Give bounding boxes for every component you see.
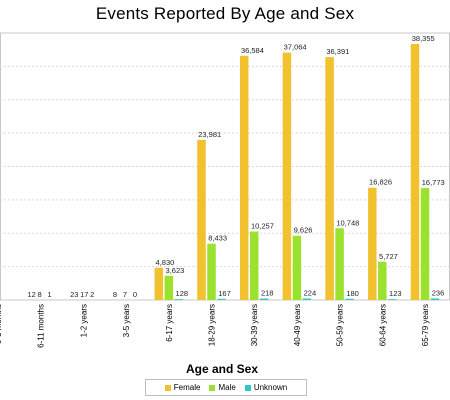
bar-female [239, 55, 249, 300]
bar-unknown [388, 299, 397, 300]
legend-item-unknown[interactable]: Unknown [244, 383, 288, 392]
x-tick-label: 1-2 years [79, 304, 88, 337]
data-label: 3,623 [166, 266, 185, 275]
data-label: 23 [70, 290, 78, 299]
data-label: 218 [261, 289, 274, 298]
legend-swatch-female [164, 384, 171, 391]
x-tick-label: 6-17 years [165, 304, 174, 342]
data-label: 7 [123, 290, 127, 299]
bar-unknown [217, 298, 226, 300]
x-tick-label: 3-5 years [122, 304, 131, 337]
x-tick-label: 30-39 years [250, 304, 259, 346]
x-tick-label: 6-11 months [37, 304, 46, 348]
data-label: 8,433 [208, 234, 227, 243]
x-tick-label: 50-59 years [336, 304, 345, 346]
data-label: 8 [37, 290, 41, 299]
data-label: 167 [218, 289, 231, 298]
data-label: 236 [432, 288, 445, 297]
data-label: 128 [176, 289, 189, 298]
data-label: 10,748 [336, 218, 359, 227]
bar-unknown [430, 298, 440, 300]
bar-male [335, 228, 344, 300]
data-label: 16,826 [369, 178, 392, 187]
bar-male [207, 243, 216, 300]
bar-unknown [174, 299, 184, 300]
bar-female [410, 43, 420, 300]
legend-label-female: Female [173, 383, 201, 392]
data-label: 10,257 [251, 222, 274, 231]
bar-male [420, 188, 430, 300]
x-tick-label: 18-29 years [208, 304, 217, 346]
bar-female [282, 52, 292, 300]
legend-label-unknown: Unknown [253, 383, 288, 392]
data-label: 4,830 [156, 258, 175, 267]
data-label: 5,727 [379, 252, 398, 261]
bar-female [368, 187, 377, 300]
bar-male [249, 231, 259, 300]
x-tick-label: 40-49 years [293, 304, 302, 346]
x-tick-label: 0-5 months [0, 304, 3, 344]
legend: Female Male Unknown [145, 379, 307, 396]
data-label: 0 [133, 290, 137, 299]
bar-unknown [302, 298, 312, 300]
legend-swatch-male [209, 384, 216, 391]
legend-label-male: Male [218, 383, 236, 392]
bar-female [325, 57, 334, 301]
bar-female [154, 267, 164, 300]
data-label: 23,981 [198, 130, 221, 139]
data-label: 9,626 [294, 226, 313, 235]
data-label: 17 [80, 290, 88, 299]
data-label: 123 [389, 289, 402, 298]
data-label: 12 [27, 290, 35, 299]
x-tick-label: 65-79 years [421, 304, 430, 346]
data-label: 180 [346, 289, 359, 298]
chart-title: Events Reported By Age and Sex [95, 4, 355, 23]
data-label: 224 [304, 289, 317, 298]
x-tick-label: 60-64 years [378, 304, 387, 346]
bar-male [164, 275, 174, 300]
bar-male [292, 235, 302, 300]
bar-female [197, 139, 206, 300]
bar-unknown [259, 298, 269, 300]
data-label: 36,391 [326, 47, 349, 56]
data-label: 1 [47, 290, 51, 299]
data-label: 8 [113, 290, 117, 299]
legend-item-male[interactable]: Male [209, 383, 236, 392]
bar-unknown [345, 298, 354, 300]
legend-swatch-unknown [244, 384, 251, 391]
data-label: 38,355 [412, 34, 435, 43]
data-label: 36,584 [241, 46, 264, 55]
data-label: 16,773 [422, 178, 445, 187]
data-label: 2 [90, 290, 94, 299]
data-label: 37,064 [284, 43, 307, 52]
bar-male [378, 261, 387, 300]
legend-item-female[interactable]: Female [164, 383, 201, 392]
x-axis-label: Age and Sex [186, 362, 258, 376]
